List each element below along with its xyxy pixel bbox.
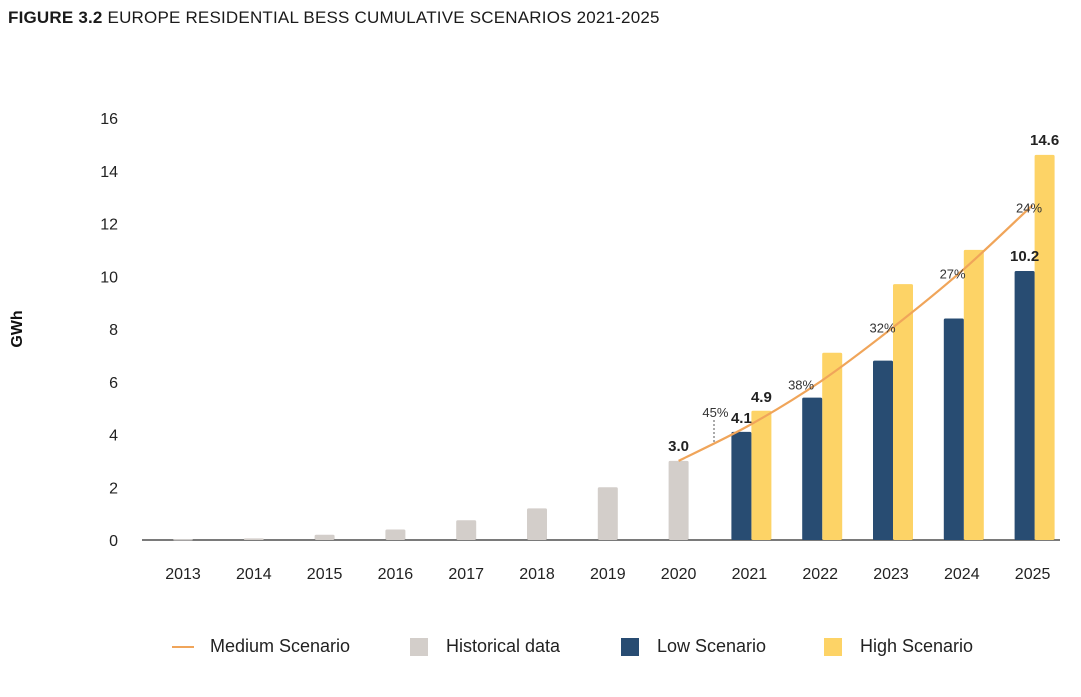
x-tick-label: 2014	[236, 566, 272, 583]
legend-swatch-high	[824, 637, 842, 656]
legend-line-medium	[172, 645, 194, 648]
legend-label-low: Low Scenario	[657, 636, 767, 656]
growth-label: 32%	[869, 321, 895, 336]
x-tick-label: 2013	[165, 566, 201, 583]
chart-title: FIGURE 3.2 EUROPE RESIDENTIAL BESS CUMUL…	[8, 8, 660, 28]
y-tick-label: 16	[100, 111, 118, 128]
bar-historical-2015	[314, 534, 335, 540]
y-axis-label: GWh	[9, 310, 26, 347]
x-tick-label: 2021	[732, 566, 768, 583]
bar-low-2023	[873, 360, 893, 540]
data-label: 14.6	[1030, 132, 1059, 149]
line-medium-scenario	[678, 204, 1034, 462]
bar-historical-2017	[456, 520, 477, 540]
legend-swatch-low	[621, 637, 639, 656]
growth-label: 27%	[940, 267, 966, 282]
legend-label-medium: Medium Scenario	[210, 636, 351, 656]
x-tick-label: 2024	[944, 566, 980, 583]
bar-low-2024	[943, 318, 964, 540]
bar-high-2023	[893, 284, 913, 540]
y-tick-label: 0	[109, 533, 118, 550]
x-tick-label: 2018	[519, 566, 555, 583]
legend-item-high: High Scenario	[824, 636, 973, 657]
x-tick-label: 2022	[802, 566, 838, 583]
bar-low-2021	[731, 431, 752, 540]
x-tick-label: 2016	[378, 566, 414, 583]
y-tick-label: 6	[109, 375, 118, 392]
x-tick-label: 2020	[661, 566, 697, 583]
data-label: 10.2	[1010, 248, 1039, 265]
y-tick-label: 2	[109, 480, 118, 497]
x-tick-label: 2015	[307, 566, 343, 583]
x-tick-label: 2023	[873, 566, 909, 583]
x-tick-label: 2017	[448, 566, 484, 583]
y-tick-label: 14	[100, 164, 118, 181]
bar-high-2022	[822, 352, 843, 540]
bar-high-2021	[751, 410, 772, 540]
bar-historical-2020	[668, 460, 689, 540]
y-tick-label: 10	[100, 269, 118, 286]
bar-historical-2019	[597, 487, 618, 540]
legend-item-medium: Medium Scenario	[172, 636, 350, 657]
bar-high-2025	[1034, 154, 1055, 541]
x-tick-label: 2019	[590, 566, 626, 583]
figure-number: FIGURE 3.2	[8, 8, 103, 27]
data-label: 4.1	[731, 410, 752, 427]
figure-title: EUROPE RESIDENTIAL BESS CUMULATIVE SCENA…	[107, 8, 660, 27]
bar-historical-2014	[243, 538, 264, 540]
growth-label: 45%	[702, 405, 728, 420]
data-label: 4.9	[751, 389, 772, 406]
growth-label: 38%	[788, 377, 814, 392]
legend: Medium Scenario Historical data Low Scen…	[0, 636, 1081, 664]
y-tick-label: 8	[109, 322, 118, 339]
bar-low-2025	[1014, 270, 1035, 540]
bar-historical-2016	[385, 529, 406, 540]
chart: GWh 0 2 4 6 8 10 12 14 16 2013 2014 2015 2016 2017 2018…	[9, 111, 1060, 583]
y-tick-label: 4	[109, 428, 118, 445]
legend-label-historical: Historical data	[446, 636, 561, 656]
bar-low-2022	[802, 397, 823, 540]
legend-item-low: Low Scenario	[621, 636, 766, 657]
bar-high-2024	[963, 249, 984, 540]
legend-label-high: High Scenario	[860, 636, 974, 656]
growth-label: 24%	[1016, 201, 1042, 216]
y-tick-label: 12	[100, 217, 118, 234]
x-tick-label: 2025	[1015, 566, 1051, 583]
legend-item-historical: Historical data	[410, 636, 560, 657]
data-label: 3.0	[668, 438, 689, 455]
bar-historical-2018	[527, 508, 547, 540]
bar-historical-2013	[173, 539, 193, 541]
legend-swatch-historical	[410, 637, 428, 656]
